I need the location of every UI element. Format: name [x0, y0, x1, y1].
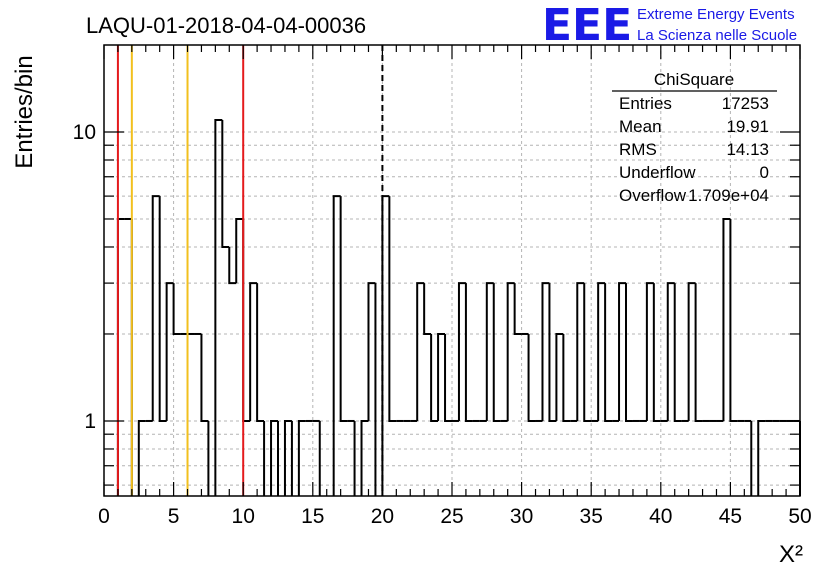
- histogram-bin: [687, 282, 696, 421]
- stats-value-rms: 14.13: [726, 140, 769, 159]
- histogram-bin: [506, 282, 515, 421]
- stats-label-rms: RMS: [619, 140, 657, 159]
- reference-lines: [116, 45, 384, 496]
- y-axis-label: Entries/bin: [11, 55, 38, 168]
- stats-label-overflow: Overflow: [619, 186, 687, 205]
- histogram-bin: [221, 120, 230, 248]
- histogram-bin: [604, 283, 613, 422]
- x-tick-label: 50: [788, 505, 811, 528]
- histogram-bin: [722, 217, 731, 421]
- histogram-bin: [527, 333, 536, 422]
- histogram-bin: [437, 332, 446, 421]
- histogram-bin: [165, 282, 174, 421]
- histogram-bin: [652, 283, 661, 422]
- histogram-bin: [283, 419, 292, 496]
- histogram-bin: [200, 333, 209, 422]
- stats-title: ChiSquare: [654, 70, 734, 89]
- stats-value-underflow: 0: [760, 163, 769, 182]
- x-axis-label: X²: [779, 541, 803, 568]
- histogram-bin: [576, 282, 585, 421]
- stats-label-underflow: Underflow: [619, 163, 696, 182]
- y-tick-label: 1: [84, 410, 96, 433]
- histogram-bin: [339, 196, 348, 422]
- histogram-bin: [673, 283, 682, 422]
- histogram-bin: [214, 119, 223, 496]
- histogram-bin: [249, 282, 258, 421]
- histogram-bin: [360, 419, 369, 496]
- histogram-bin: [416, 282, 425, 421]
- histogram-bin: [270, 419, 278, 496]
- stats-label-mean: Mean: [619, 117, 662, 136]
- histogram-bin: [548, 283, 557, 422]
- histogram-bin: [562, 333, 571, 422]
- x-tick-label: 0: [98, 505, 110, 528]
- stats-label-entries: Entries: [619, 94, 672, 113]
- stats-value-entries: 17253: [722, 94, 769, 113]
- x-tick-label: 10: [232, 505, 255, 528]
- stats-value-mean: 19.91: [726, 117, 769, 136]
- histogram-bin: [137, 419, 146, 496]
- histogram-bin: [597, 282, 606, 421]
- chart-title: LAQU-01-2018-04-04-00036: [86, 13, 366, 38]
- x-tick-label: 30: [510, 505, 533, 528]
- x-tick-label: 15: [301, 505, 324, 528]
- histogram-bin: [464, 283, 473, 422]
- histogram-bin: [297, 419, 306, 496]
- histogram-bin: [729, 218, 738, 422]
- histogram-bin: [485, 282, 494, 421]
- histogram-bin: [457, 282, 466, 421]
- histogram-bin: [158, 196, 167, 422]
- x-tick-label: 40: [649, 505, 672, 528]
- histogram-bin: [513, 283, 522, 335]
- y-tick-label: 10: [73, 121, 96, 144]
- histogram-bin: [583, 283, 592, 422]
- eee-logo-mark: EEE: [542, 0, 632, 51]
- x-tick-label: 25: [440, 505, 463, 528]
- histogram-bin: [388, 196, 397, 422]
- histogram-bin: [172, 283, 181, 335]
- x-tick-label: 5: [168, 505, 180, 528]
- histogram-bin: [625, 283, 633, 422]
- histogram-bin: [228, 246, 237, 285]
- histogram-bin: [492, 283, 501, 422]
- histogram-bin: [256, 283, 265, 422]
- eee-logo-line2: La Scienza nelle Scuole: [637, 27, 797, 44]
- histogram-bin: [423, 283, 432, 335]
- stats-box: ChiSquare Entries 17253 Mean 19.91 RMS 1…: [612, 70, 777, 205]
- histogram-bin: [430, 333, 439, 422]
- histogram-bin: [757, 419, 766, 496]
- eee-logo-line1: Extreme Energy Events: [637, 6, 795, 23]
- histogram-bin: [618, 282, 626, 421]
- histogram-bin: [555, 332, 564, 421]
- histogram-bin: [235, 217, 244, 284]
- histogram-bars: [116, 119, 801, 496]
- x-tick-label: 20: [371, 505, 394, 528]
- eee-logo: EEE Extreme Energy Events La Scienza nel…: [542, 0, 797, 51]
- histogram-bin: [332, 195, 341, 496]
- stats-value-overflow: 1.709e+04: [688, 186, 769, 205]
- histogram-bin: [694, 283, 703, 422]
- histogram-bin: [367, 282, 376, 421]
- x-tick-label: 35: [580, 505, 603, 528]
- axes: 0 5 10 15 20 25 30 35 40 45 50 1 10: [73, 44, 812, 528]
- x-tick-label: 45: [719, 505, 742, 528]
- histogram-bin: [541, 282, 550, 421]
- histogram-bin: [666, 282, 675, 421]
- histogram-bin: [444, 333, 452, 422]
- histogram-bin: [151, 195, 160, 421]
- histogram-bin: [645, 282, 654, 421]
